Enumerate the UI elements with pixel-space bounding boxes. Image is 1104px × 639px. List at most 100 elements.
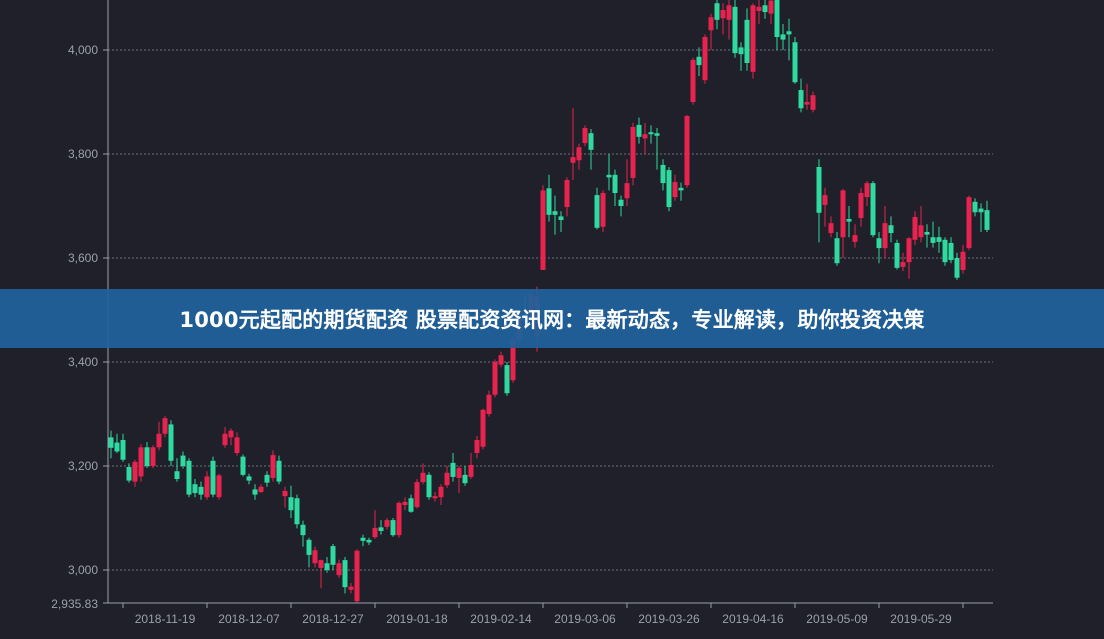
candle-body	[324, 563, 330, 570]
candle-body	[948, 242, 954, 261]
candle-body	[654, 133, 660, 136]
candle	[636, 117, 642, 144]
y-tick-label: 4,000	[68, 43, 98, 57]
candle-body	[870, 183, 876, 236]
candle	[342, 557, 348, 594]
candle	[414, 479, 420, 509]
candle-body	[282, 490, 288, 497]
candle	[840, 188, 846, 258]
candle-body	[780, 34, 786, 40]
candle	[894, 239, 900, 270]
candle	[402, 497, 408, 511]
candle	[492, 359, 498, 398]
candle-body	[690, 59, 696, 102]
candle	[882, 206, 888, 258]
candle-body	[216, 475, 222, 498]
candle	[240, 454, 246, 477]
candle	[924, 224, 930, 248]
candle-body	[696, 56, 702, 66]
candle-body	[822, 195, 828, 205]
candle-body	[834, 238, 840, 264]
candle	[744, 8, 750, 71]
candle-body	[222, 433, 228, 446]
candle	[816, 159, 822, 243]
candle	[888, 216, 894, 243]
candle-body	[906, 238, 912, 263]
candle	[738, 42, 744, 71]
candle-body	[630, 126, 636, 178]
candle-body	[438, 486, 444, 498]
candle-body	[582, 128, 588, 144]
candle-body	[504, 365, 510, 394]
y-min-label: 2,935.83	[51, 597, 98, 611]
candle	[564, 177, 570, 217]
candle	[942, 237, 948, 266]
candle	[870, 181, 876, 238]
candle	[612, 169, 618, 206]
candle-body	[864, 183, 870, 198]
candle-body	[210, 460, 216, 495]
candle	[732, 0, 738, 58]
candle	[264, 471, 270, 487]
candle	[408, 494, 414, 513]
candle-body	[378, 527, 384, 531]
candle	[108, 430, 114, 459]
candle	[714, 0, 720, 30]
candle-body	[858, 193, 864, 218]
candle	[672, 174, 678, 201]
candle	[660, 159, 666, 191]
candle	[852, 224, 858, 248]
candle	[384, 518, 390, 530]
candle-body	[240, 456, 246, 475]
candle	[426, 472, 432, 500]
gridlines	[108, 49, 993, 571]
candle	[864, 181, 870, 206]
candle-body	[978, 208, 984, 213]
candle-body	[684, 116, 690, 186]
candle	[624, 159, 630, 206]
candle-body	[930, 237, 936, 243]
candle-body	[804, 102, 810, 105]
candle	[336, 559, 342, 578]
candle	[600, 190, 606, 232]
candle	[648, 125, 654, 144]
candle-body	[924, 232, 930, 235]
y-tick-label: 3,000	[68, 563, 98, 577]
candle-body	[792, 42, 798, 83]
candle	[390, 518, 396, 537]
candle-body	[288, 497, 294, 511]
candle	[156, 421, 162, 451]
candle	[450, 453, 456, 482]
candle-body	[702, 37, 708, 81]
candle-body	[342, 560, 348, 588]
candle	[486, 390, 492, 417]
candle	[288, 485, 294, 518]
candle	[552, 195, 558, 235]
candle-body	[114, 442, 120, 452]
candle-body	[912, 216, 918, 240]
candle-body	[774, 0, 780, 37]
candle	[792, 37, 798, 84]
candle	[114, 433, 120, 453]
candle	[294, 494, 300, 529]
y-tick-label: 3,400	[68, 355, 98, 369]
candle-body	[162, 418, 168, 434]
candle	[948, 237, 954, 264]
x-tick-label: 2018-12-07	[218, 612, 280, 626]
candle	[252, 484, 258, 500]
candle	[480, 408, 486, 450]
candle	[192, 479, 198, 498]
candle-body	[798, 90, 804, 109]
candle	[216, 473, 222, 500]
candle	[972, 198, 978, 217]
candle	[468, 453, 474, 479]
x-tick-label: 2019-03-06	[554, 612, 616, 626]
candle-body	[738, 47, 744, 55]
candle	[312, 546, 318, 568]
candle-body	[450, 462, 456, 477]
candle	[762, 0, 768, 19]
candle	[780, 24, 786, 50]
candle	[720, 3, 726, 35]
candle	[474, 435, 480, 459]
candle	[300, 520, 306, 547]
